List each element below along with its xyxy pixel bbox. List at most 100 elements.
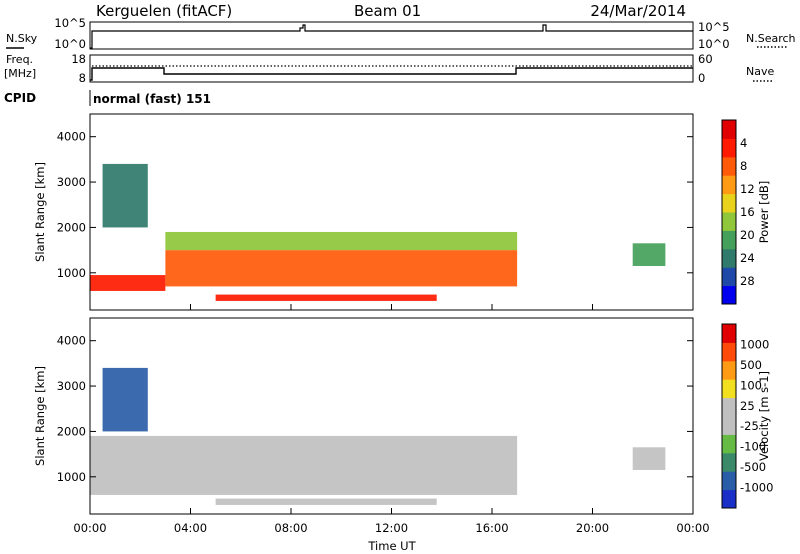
power-region-5 (102, 163, 148, 228)
velocity-region-0 (90, 435, 518, 495)
freq-panel: 18 8 60 0 Freq. [MHz] Nave (4, 52, 774, 85)
nave-tick-top: 60 (698, 52, 713, 66)
velocity-colorbar-seg-6 (722, 379, 736, 399)
velocity-ylabel: Slant Range [km] (33, 366, 47, 466)
velocity-colorbar-seg-7 (722, 360, 736, 380)
freq-label-2: [MHz] (4, 67, 36, 80)
power-heatmap (90, 163, 666, 301)
velocity-colorbar-tick-2: 100 (740, 378, 762, 392)
velocity-colorbar: 1000 500 100 25 -25 -100 -500 -1000 (721, 323, 773, 509)
x-tick-label-1: 04:00 (174, 521, 207, 535)
power-colorbar-tick-2: 12 (740, 182, 755, 196)
cpid-value: normal (fast) 151 (93, 92, 211, 106)
power-region-0 (90, 275, 166, 291)
power-colorbar-tick-4: 20 (740, 228, 755, 242)
velocity-ytick-label-1: 2000 (57, 424, 86, 438)
power-ytick-label-0: 1000 (57, 266, 86, 280)
velocity-colorbar-tick-1: 500 (740, 358, 762, 372)
power-y-ticks: 1000 2000 3000 4000 (57, 130, 693, 280)
nave-label: Nave (746, 65, 774, 78)
power-colorbar-seg-8 (722, 138, 736, 158)
noise-left-tick-top: 10^5 (54, 16, 86, 30)
power-ytick-label-3: 4000 (57, 130, 86, 144)
nsearch-label: N.Search (746, 32, 796, 45)
x-axis-label: Time UT (367, 539, 416, 553)
beam-title: Beam 01 (354, 2, 421, 20)
velocity-region-3 (102, 367, 148, 432)
cpid-panel: CPID normal (fast) 151 (4, 90, 211, 106)
power-panel: 1000 2000 3000 4000 Slant Range [km] 4 8 12 16… (33, 113, 771, 311)
velocity-colorbar-seg-9 (722, 324, 736, 343)
power-ytick-label-2: 3000 (57, 175, 86, 189)
velocity-y-ticks: 1000 2000 3000 4000 (57, 334, 693, 484)
noise-right-tick-top: 10^5 (698, 20, 730, 34)
date-title: 24/Mar/2014 (590, 2, 686, 20)
power-colorbar-seg-6 (722, 175, 736, 195)
power-colorbar-seg-4 (722, 212, 736, 231)
power-region-1 (165, 250, 518, 287)
noise-sky-line (90, 24, 693, 49)
power-colorbar: 4 8 12 16 20 24 28 (721, 119, 755, 305)
power-colorbar-frame (721, 119, 737, 305)
x-tick-label-5: 20:00 (576, 521, 609, 535)
velocity-colorbar-seg-0 (722, 489, 736, 509)
velocity-colorbar-label: Velocity [m s-1] (757, 371, 771, 461)
velocity-colorbar-seg-2 (722, 452, 736, 472)
power-region-2 (165, 231, 518, 251)
velocity-region-2 (632, 447, 666, 470)
power-region-3 (215, 294, 437, 301)
power-colorbar-seg-9 (722, 120, 736, 139)
power-colorbar-tick-3: 16 (740, 205, 755, 219)
power-colorbar-seg-5 (722, 193, 736, 213)
nave-tick-bottom: 0 (698, 71, 705, 85)
station-title: Kerguelen (fitACF) (96, 2, 232, 20)
power-ylabel: Slant Range [km] (33, 162, 47, 262)
velocity-ytick-label-0: 1000 (57, 470, 86, 484)
velocity-colorbar-seg-1 (722, 471, 736, 491)
velocity-ytick-label-3: 4000 (57, 334, 86, 348)
nsky-label: N.Sky (6, 32, 38, 45)
velocity-colorbar-tick-7: -1000 (740, 481, 773, 495)
cpid-label: CPID (4, 91, 36, 105)
x-tick-label-3: 12:00 (375, 521, 408, 535)
power-colorbar-label: Power [dB] (757, 181, 771, 244)
power-ytick-label-1: 2000 (57, 220, 86, 234)
x-axis-ticks: 00:00 04:00 08:00 12:00 16:00 20:00 00:00 (73, 304, 710, 535)
x-tick-label-0: 00:00 (73, 521, 106, 535)
velocity-colorbar-tick-4: -25 (740, 419, 759, 433)
velocity-colorbar-frame (721, 323, 737, 509)
power-colorbar-seg-3 (722, 230, 736, 250)
power-colorbar-tick-5: 24 (740, 251, 755, 265)
velocity-colorbar-tick-6: -500 (740, 460, 766, 474)
power-colorbar-tick-6: 28 (740, 274, 755, 288)
velocity-colorbar-seg-8 (722, 342, 736, 362)
velocity-region-1 (215, 498, 437, 505)
velocity-heatmap (90, 367, 666, 505)
freq-tick-top: 18 (71, 52, 86, 66)
velocity-ytick-label-2: 3000 (57, 379, 86, 393)
power-colorbar-seg-2 (722, 248, 736, 268)
velocity-colorbar-seg-4 (722, 416, 736, 435)
velocity-colorbar-seg-5 (722, 397, 736, 417)
noise-left-tick-bottom: 10^0 (54, 37, 86, 51)
freq-tick-bottom: 8 (79, 71, 86, 85)
velocity-colorbar-tick-5: -100 (740, 440, 766, 454)
power-colorbar-seg-1 (722, 267, 736, 287)
noise-panel: 10^5 10^0 10^5 10^0 N.Sky N.Search (6, 16, 796, 51)
power-colorbar-seg-0 (722, 285, 736, 305)
velocity-colorbar-tick-3: 25 (740, 399, 755, 413)
freq-line (90, 67, 693, 81)
power-colorbar-tick-1: 8 (740, 159, 747, 173)
freq-label-1: Freq. (6, 53, 33, 66)
x-tick-label-6: 00:00 (676, 521, 709, 535)
power-colorbar-seg-7 (722, 156, 736, 176)
x-tick-label-4: 16:00 (475, 521, 508, 535)
velocity-panel: 1000 2000 3000 4000 Slant Range [km] 1000 50… (33, 317, 773, 515)
velocity-colorbar-tick-0: 1000 (740, 337, 769, 351)
velocity-colorbar-seg-3 (722, 434, 736, 454)
power-colorbar-tick-0: 4 (740, 136, 747, 150)
power-region-4 (632, 243, 666, 266)
noise-right-tick-bottom: 10^0 (698, 37, 730, 51)
x-tick-label-2: 08:00 (274, 521, 307, 535)
